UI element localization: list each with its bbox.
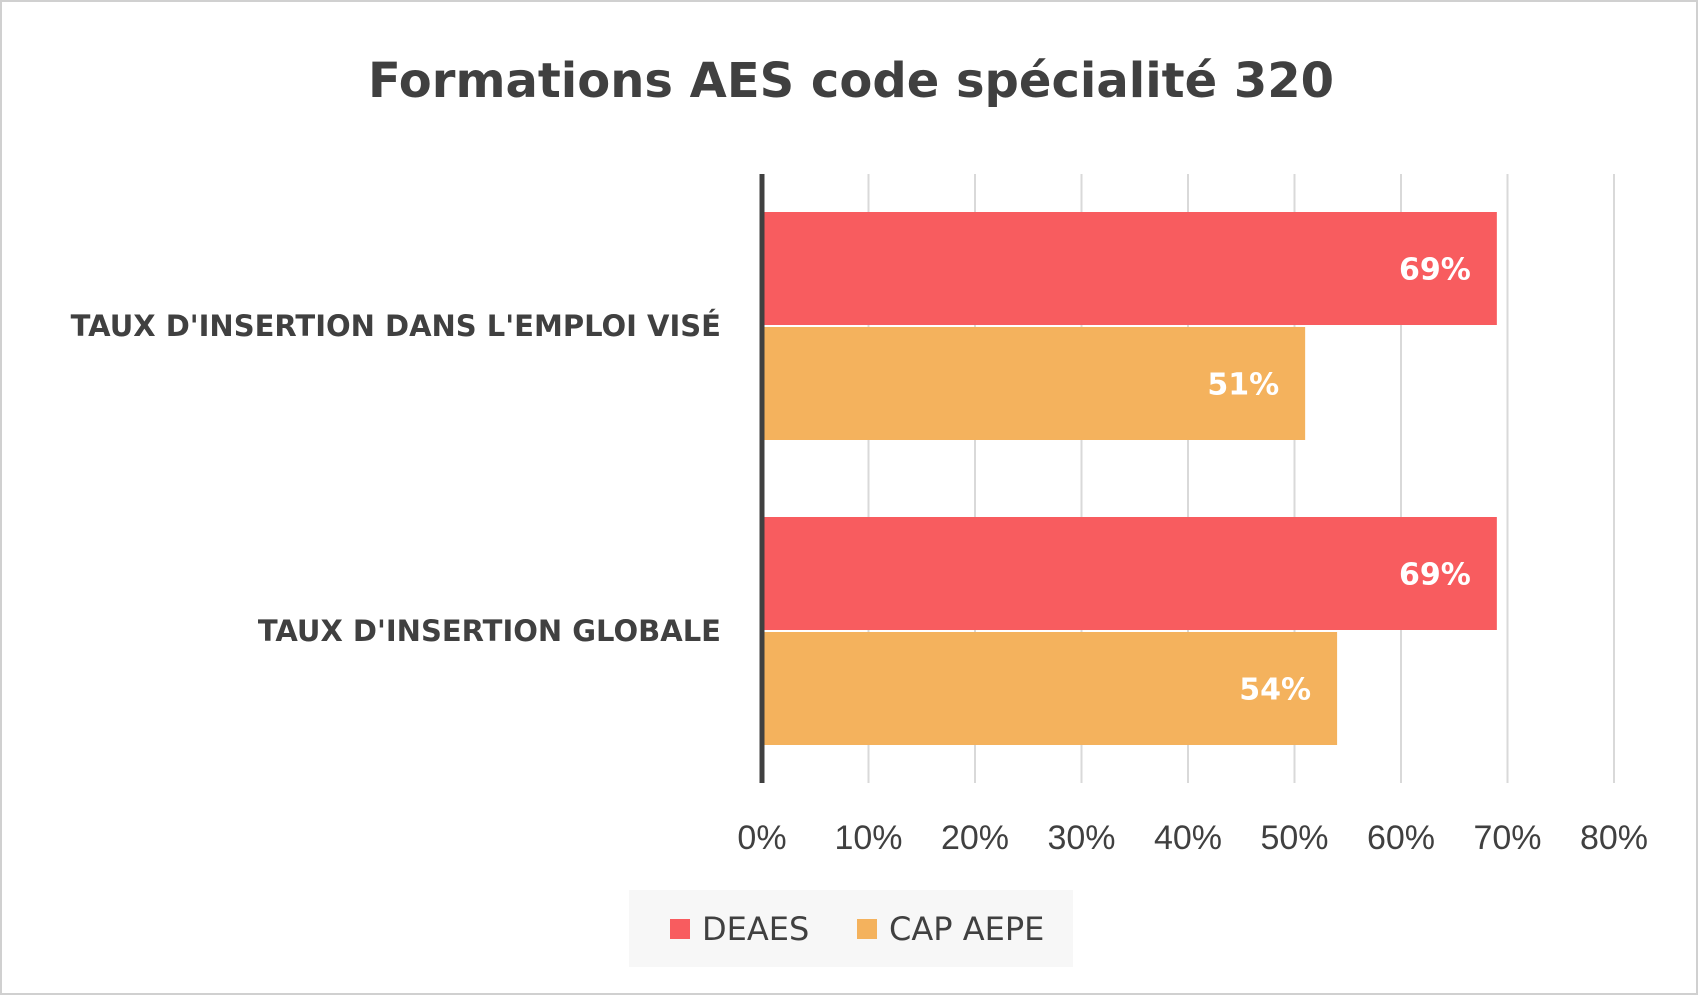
category-labels: TAUX D'INSERTION DANS L'EMPLOI VISÉ TAUX … <box>71 309 721 648</box>
data-label: 51% <box>1207 368 1279 403</box>
legend-label: CAP AEPE <box>889 910 1044 948</box>
x-tick-label: 40% <box>1154 819 1222 857</box>
x-tick-labels: 0% 10% 20% 30% 40% 50% 60% 70% 80% <box>737 819 1648 857</box>
x-tick-label: 70% <box>1473 819 1541 857</box>
data-label: 54% <box>1239 673 1311 708</box>
x-tick-label: 0% <box>737 819 786 857</box>
legend-swatch <box>670 919 690 939</box>
bars: 69% 51% 69% 54% <box>762 212 1497 745</box>
x-tick-label: 80% <box>1580 819 1648 857</box>
x-tick-label: 50% <box>1260 819 1328 857</box>
x-tick-label: 20% <box>941 819 1009 857</box>
legend-box <box>629 890 1073 967</box>
bar-deaes <box>762 212 1497 325</box>
legend-label: DEAES <box>702 910 809 948</box>
category-label: TAUX D'INSERTION DANS L'EMPLOI VISÉ <box>71 309 721 343</box>
x-tick-label: 30% <box>1047 819 1115 857</box>
bar-cap-aepe <box>762 632 1338 745</box>
data-label: 69% <box>1399 253 1471 288</box>
chart-title: Formations AES code spécialité 320 <box>368 53 1334 109</box>
data-label: 69% <box>1399 558 1471 593</box>
x-tick-label: 10% <box>834 819 902 857</box>
x-tick-label: 60% <box>1367 819 1435 857</box>
bar-cap-aepe <box>762 327 1306 440</box>
category-label: TAUX D'INSERTION GLOBALE <box>258 614 721 648</box>
bar-deaes <box>762 517 1497 630</box>
legend-swatch <box>857 919 877 939</box>
legend: DEAES CAP AEPE <box>629 890 1073 967</box>
